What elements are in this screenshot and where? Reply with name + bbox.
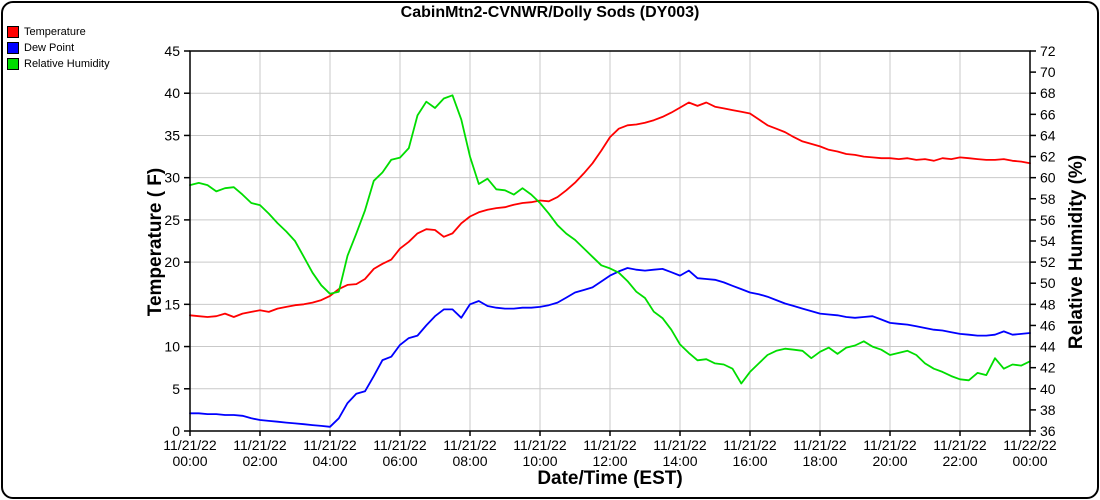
left-tick-label: 25: [164, 212, 180, 228]
chart-title: CabinMtn2-CVNWR/Dolly Sods (DY003): [400, 4, 700, 21]
x-tick-date: 11/21/22: [583, 437, 637, 453]
x-tick-date: 11/21/22: [303, 437, 357, 453]
legend: Temperature Dew Point Relative Humidity: [7, 24, 110, 72]
x-tick-date: 11/21/22: [793, 437, 847, 453]
series-lines: [189, 94, 1031, 428]
legend-item-relative-humidity: Relative Humidity: [7, 56, 110, 72]
x-tick-time: 08:00: [452, 453, 487, 469]
temperature-swatch-icon: [7, 26, 19, 38]
series-line-relative-humidity: [189, 94, 1031, 385]
left-tick-label: 15: [164, 296, 180, 312]
right-tick-label: 50: [1040, 275, 1056, 291]
right-tick-label: 64: [1040, 127, 1056, 143]
relative-humidity-swatch-icon: [7, 58, 19, 70]
right-tick-label: 48: [1040, 296, 1056, 312]
right-axis: 72 70 68 66 64 62 60 58 56 54 52 50 48 46 44 42 40 38 36: [1030, 43, 1056, 439]
legend-label-temperature: Temperature: [24, 26, 86, 38]
x-tick-date: 11/21/22: [653, 437, 707, 453]
x-tick-date: 11/22/22: [1003, 437, 1057, 453]
right-tick-label: 36: [1040, 423, 1056, 439]
left-tick-label: 20: [164, 254, 180, 270]
series-line-dew-point: [189, 267, 1031, 428]
right-tick-label: 58: [1040, 191, 1056, 207]
legend-item-dew-point: Dew Point: [7, 40, 110, 56]
x-tick-time: 00:00: [1012, 453, 1047, 469]
x-tick-date: 11/21/22: [863, 437, 917, 453]
x-tick-date: 11/21/22: [163, 437, 217, 453]
right-axis-title: Relative Humidity (%): [1066, 154, 1087, 350]
left-tick-label: 10: [164, 339, 180, 355]
legend-label-relative-humidity: Relative Humidity: [24, 58, 110, 70]
x-tick-time: 18:00: [802, 453, 837, 469]
legend-label-dew-point: Dew Point: [24, 42, 75, 54]
right-tick-label: 38: [1040, 402, 1056, 418]
left-tick-label: 45: [164, 43, 180, 59]
gridlines: [190, 51, 1030, 431]
x-tick-time: 00:00: [172, 453, 207, 469]
x-tick-date: 11/21/22: [233, 437, 287, 453]
x-tick-date: 11/21/22: [723, 437, 777, 453]
x-axis: 11/21/2200:0011/21/2202:0011/21/2204:001…: [163, 431, 1057, 469]
x-tick-time: 02:00: [242, 453, 277, 469]
left-tick-label: 35: [164, 127, 180, 143]
right-tick-label: 52: [1040, 254, 1056, 270]
right-tick-label: 70: [1040, 64, 1056, 80]
right-tick-label: 60: [1040, 170, 1056, 186]
left-axis-title: Temperature ( F): [145, 167, 166, 317]
right-tick-label: 68: [1040, 85, 1056, 101]
x-tick-time: 22:00: [942, 453, 977, 469]
x-tick-time: 14:00: [662, 453, 697, 469]
x-tick-time: 06:00: [382, 453, 417, 469]
x-tick-date: 11/21/22: [443, 437, 497, 453]
right-tick-label: 56: [1040, 212, 1056, 228]
x-axis-title: Date/Time (EST): [537, 468, 683, 489]
x-tick-date: 11/21/22: [373, 437, 427, 453]
right-tick-label: 72: [1040, 43, 1056, 59]
x-tick-time: 10:00: [522, 453, 557, 469]
right-tick-label: 42: [1040, 360, 1056, 376]
right-tick-label: 62: [1040, 149, 1056, 165]
right-tick-label: 46: [1040, 317, 1056, 333]
series-line-temperature: [189, 101, 1031, 318]
x-tick-date: 11/21/22: [933, 437, 987, 453]
x-tick-date: 11/21/22: [513, 437, 567, 453]
x-tick-time: 12:00: [592, 453, 627, 469]
dew-point-swatch-icon: [7, 42, 19, 54]
left-axis: 45 40 35 30 25 20 15 10 5 0: [164, 43, 190, 439]
right-tick-label: 66: [1040, 106, 1056, 122]
left-tick-label: 0: [172, 423, 180, 439]
right-tick-label: 54: [1040, 233, 1056, 249]
left-tick-label: 40: [164, 85, 180, 101]
x-tick-time: 16:00: [732, 453, 767, 469]
left-tick-label: 5: [172, 381, 180, 397]
left-tick-label: 30: [164, 170, 180, 186]
legend-item-temperature: Temperature: [7, 24, 110, 40]
x-tick-time: 20:00: [872, 453, 907, 469]
right-tick-label: 44: [1040, 339, 1056, 355]
right-tick-label: 40: [1040, 381, 1056, 397]
x-tick-time: 04:00: [312, 453, 347, 469]
